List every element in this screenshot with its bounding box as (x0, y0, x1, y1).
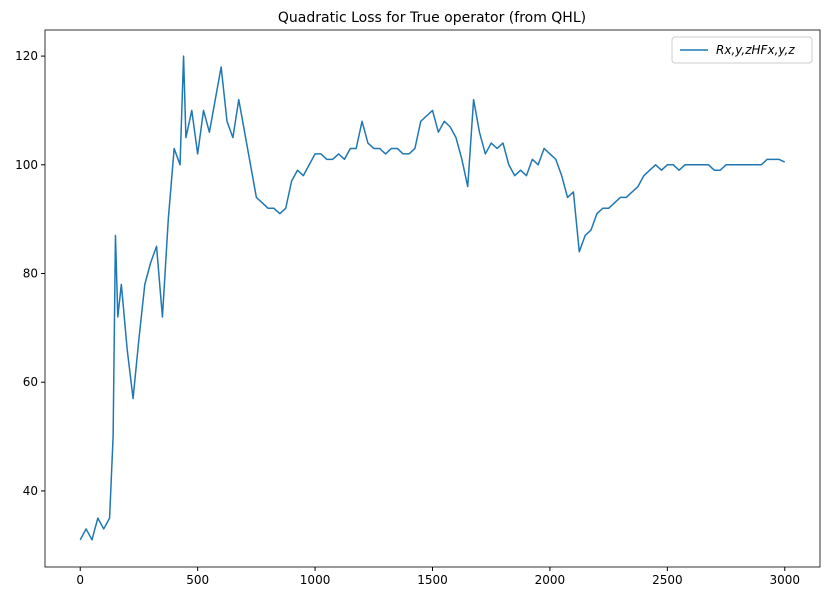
y-tick-label: 100 (15, 158, 38, 172)
legend-box (671, 36, 813, 64)
x-tick-label: 0 (76, 573, 84, 587)
y-tick-label: 80 (23, 266, 38, 280)
x-tick-label: 1500 (417, 573, 448, 587)
y-tick-label: 120 (15, 49, 38, 63)
x-tick-label: 3000 (769, 573, 800, 587)
plot-frame (44, 29, 821, 568)
y-tick-label: 40 (23, 484, 38, 498)
x-tick-label: 2000 (535, 573, 566, 587)
x-tick-label: 500 (186, 573, 209, 587)
series-line (79, 55, 786, 541)
x-tick-label: 2500 (652, 573, 683, 587)
chart-title: Quadratic Loss for True operator (from Q… (278, 10, 586, 26)
legend-label: Rx,y,zHFx,y,z (716, 43, 795, 57)
y-tick-label: 60 (23, 375, 38, 389)
x-tick-label: 1000 (300, 573, 331, 587)
